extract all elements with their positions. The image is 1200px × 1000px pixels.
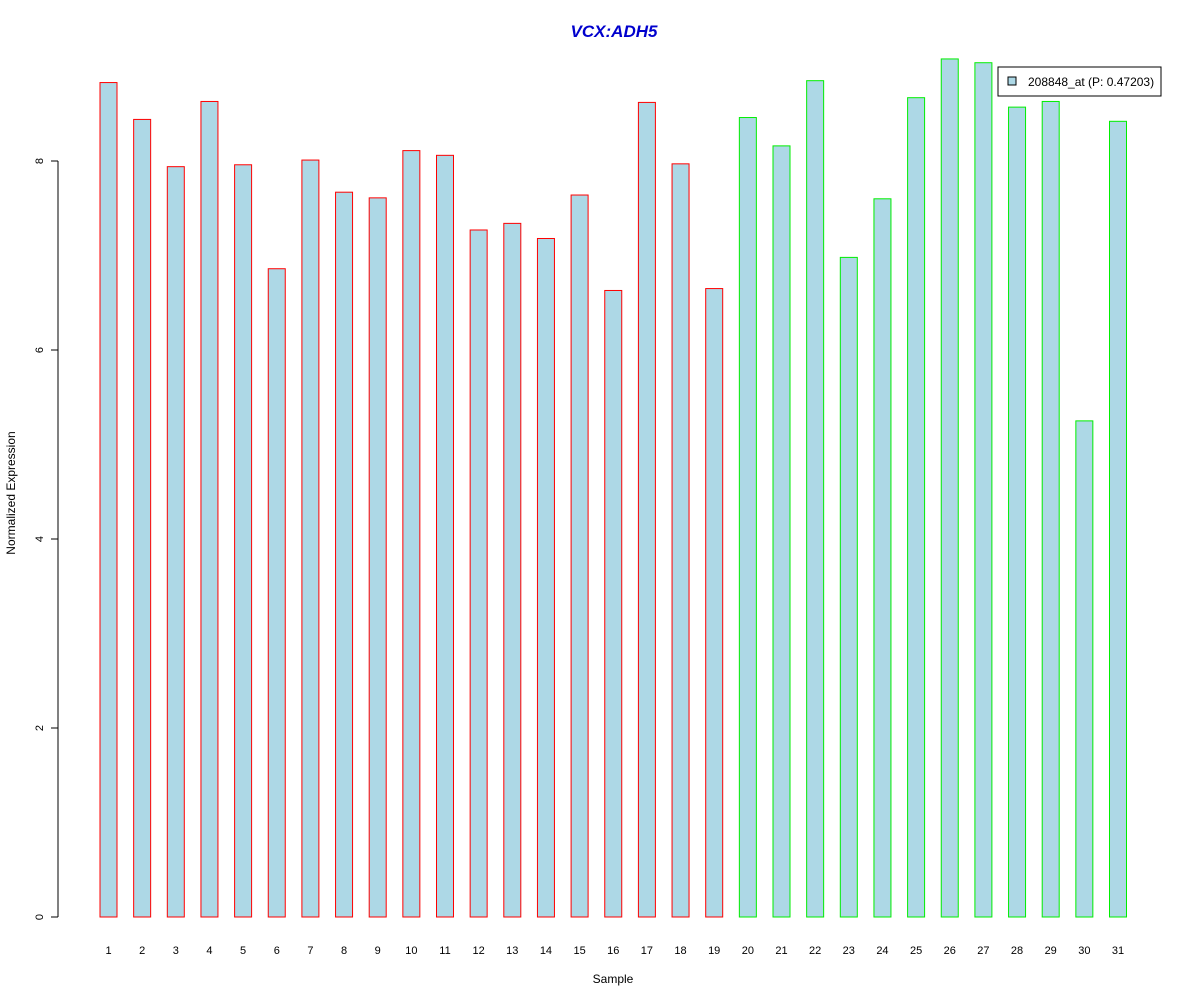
bar-sample-1 — [99, 82, 118, 918]
bar-sample-6 — [267, 268, 286, 918]
y-tick-label: 6 — [34, 347, 46, 353]
bar-sample-31 — [1109, 120, 1127, 918]
x-tick-label: 10 — [405, 945, 417, 957]
bar-sample-21 — [772, 145, 791, 918]
x-tick-labels: 1 2 3 4 5 6 7 8 9 10 11 12 13 14 15 16 17 18 19 20 21 22 23 24 2… — [105, 945, 1124, 957]
x-tick-label: 21 — [775, 945, 787, 957]
y-tick-label: 0 — [34, 914, 46, 920]
x-tick-label: 25 — [910, 945, 922, 957]
x-tick-label: 13 — [506, 945, 518, 957]
x-tick-label: 29 — [1045, 945, 1057, 957]
bar-sample-8 — [335, 191, 354, 918]
bar-sample-11 — [436, 154, 454, 918]
bar-sample-12 — [469, 229, 488, 918]
x-tick-label: 24 — [876, 945, 888, 957]
bar-sample-28 — [1008, 106, 1027, 918]
y-axis: 0 2 4 6 8 — [34, 158, 59, 920]
bar-sample-26 — [940, 58, 959, 918]
bar-sample-4 — [200, 100, 219, 918]
bar-sample-27 — [974, 62, 993, 918]
legend-label: 208848_at (P: 0.47203) — [1028, 75, 1154, 89]
bar-sample-17 — [637, 101, 656, 918]
x-tick-label: 5 — [240, 945, 246, 957]
x-tick-label: 22 — [809, 945, 821, 957]
x-tick-label: 20 — [742, 945, 754, 957]
legend-swatch — [1007, 76, 1017, 86]
x-tick-label: 6 — [274, 945, 280, 957]
bar-sample-25 — [907, 97, 926, 918]
bar-sample-20 — [738, 117, 757, 918]
bar-sample-15 — [570, 194, 589, 918]
x-tick-label: 9 — [375, 945, 381, 957]
x-tick-label: 18 — [674, 945, 686, 957]
bar-sample-13 — [503, 222, 522, 918]
bar-sample-16 — [604, 289, 623, 918]
bar-sample-3 — [166, 166, 185, 918]
x-tick-label: 27 — [977, 945, 989, 957]
x-tick-label: 17 — [641, 945, 653, 957]
x-tick-label: 30 — [1078, 945, 1090, 957]
bar-sample-14 — [536, 237, 555, 918]
bar-sample-2 — [133, 118, 152, 918]
x-tick-label: 16 — [607, 945, 619, 957]
x-tick-label: 23 — [843, 945, 855, 957]
x-tick-label: 15 — [573, 945, 585, 957]
x-tick-label: 28 — [1011, 945, 1023, 957]
x-tick-label: 2 — [139, 945, 145, 957]
x-axis-label: Sample — [593, 972, 634, 986]
x-tick-label: 1 — [105, 945, 111, 957]
bar-sample-5 — [234, 164, 253, 918]
x-tick-label: 19 — [708, 945, 720, 957]
y-tick-label: 8 — [34, 158, 46, 164]
bar-sample-30 — [1075, 420, 1094, 918]
chart-title: VCX:ADH5 — [571, 22, 658, 41]
bar-sample-7 — [301, 159, 320, 918]
x-tick-label: 14 — [540, 945, 552, 957]
legend: 208848_at (P: 0.47203) — [997, 66, 1162, 97]
bar-sample-24 — [873, 198, 892, 918]
bar-sample-18 — [671, 163, 690, 918]
x-tick-label: 11 — [439, 945, 450, 957]
x-tick-label: 3 — [173, 945, 179, 957]
bar-sample-22 — [806, 80, 825, 918]
x-tick-label: 31 — [1112, 945, 1124, 957]
y-tick-label: 2 — [34, 725, 46, 731]
x-tick-label: 8 — [341, 945, 347, 957]
legend-box — [997, 66, 1162, 97]
bar-sample-19 — [705, 288, 724, 918]
bar-sample-9 — [368, 197, 387, 918]
y-axis-label: Normalized Expression — [4, 431, 18, 554]
bar-sample-29 — [1041, 100, 1060, 918]
x-tick-label: 7 — [307, 945, 313, 957]
bar-sample-23 — [839, 256, 858, 918]
y-tick-label: 4 — [34, 536, 46, 542]
x-tick-label: 12 — [473, 945, 485, 957]
x-tick-label: 26 — [944, 945, 956, 957]
x-tick-label: 4 — [206, 945, 212, 957]
bars — [99, 58, 1127, 918]
bar-sample-10 — [402, 150, 421, 918]
